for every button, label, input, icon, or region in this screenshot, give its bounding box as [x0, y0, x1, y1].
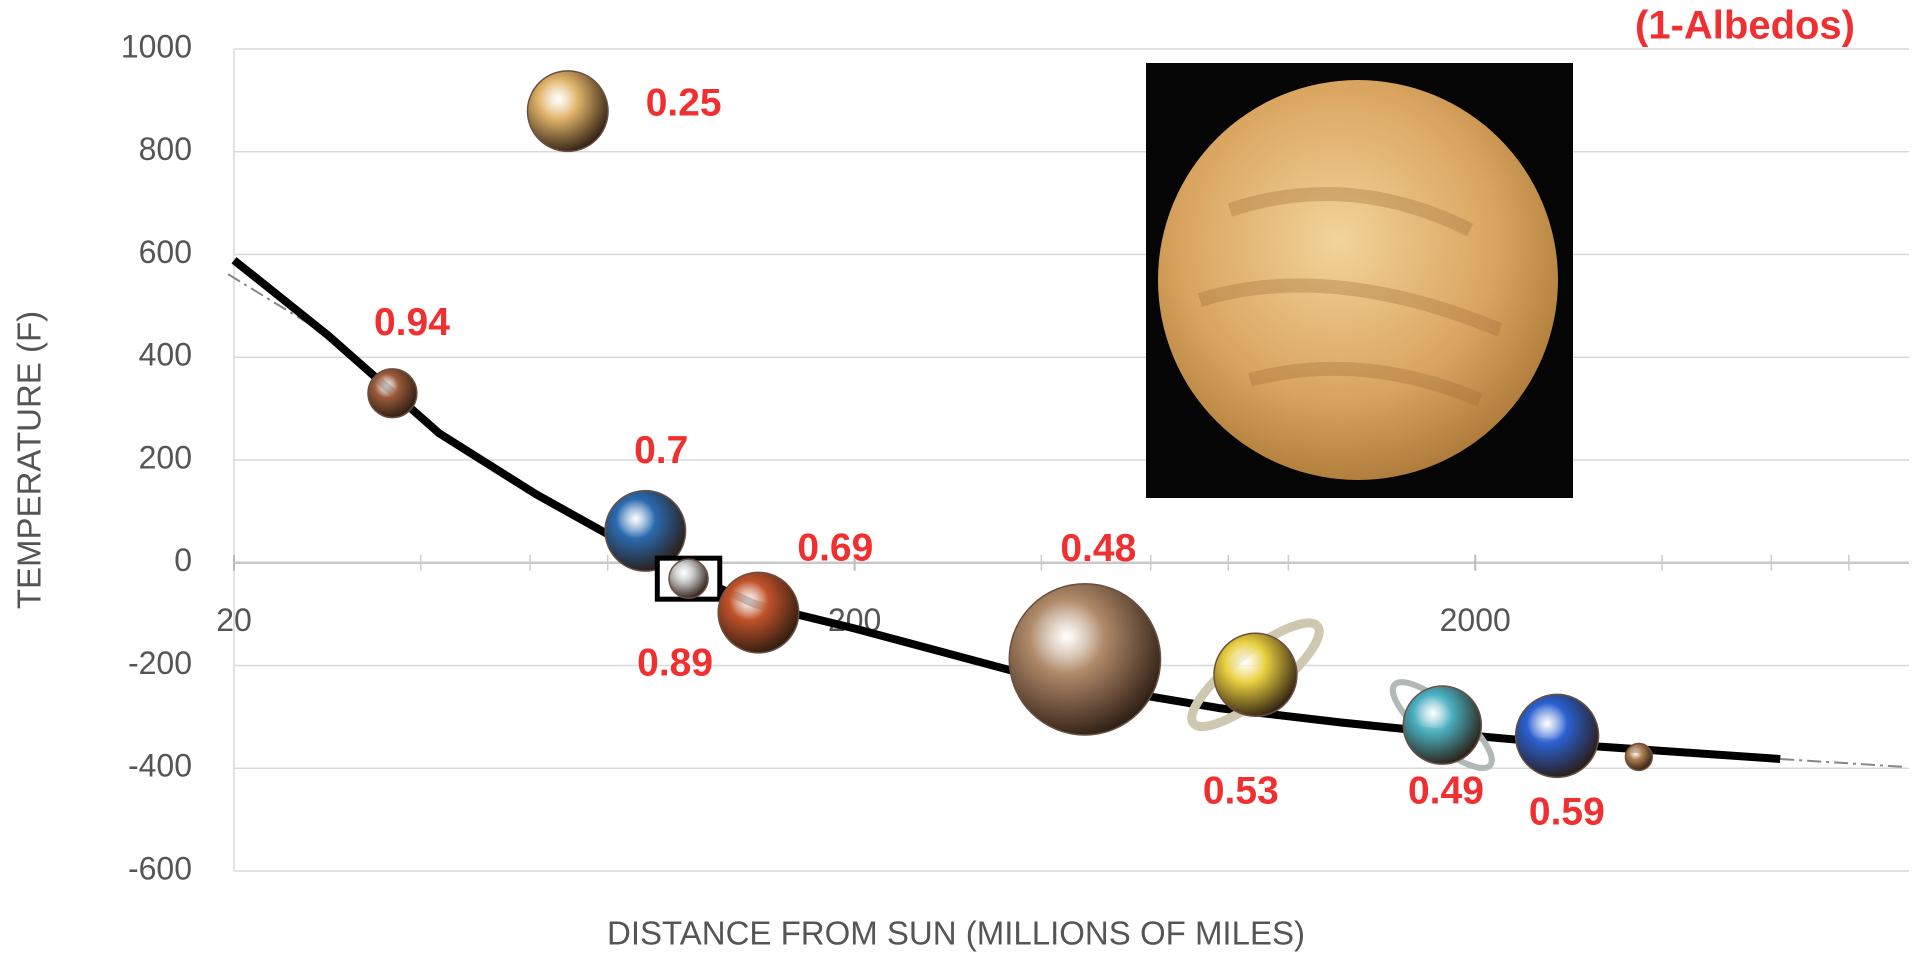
albedo-label: 0.89: [637, 642, 713, 685]
inset-image: [1146, 63, 1573, 498]
planet: [1213, 632, 1298, 717]
albedo-label: 0.49: [1408, 770, 1484, 813]
y-tick-label: 600: [139, 234, 192, 270]
y-tick-label: 800: [139, 131, 192, 167]
albedo-label: 0.25: [646, 81, 722, 124]
y-axis-title: TEMPERATURE (F): [11, 311, 48, 609]
albedo-label: 0.69: [797, 527, 873, 570]
albedo-label: 0.53: [1203, 769, 1279, 812]
planet: [1008, 582, 1162, 736]
planet: [717, 571, 800, 654]
planet: [668, 558, 709, 599]
planet: [1624, 742, 1653, 772]
planet: [604, 489, 687, 572]
y-tick-label: -200: [128, 645, 192, 681]
trend-extension: [1780, 758, 1902, 768]
y-tick-label: -400: [128, 748, 192, 784]
planet: [526, 70, 609, 153]
albedo-label: 0.7: [634, 429, 688, 472]
albedo-label: 0.48: [1060, 527, 1136, 570]
y-tick-label: 400: [139, 337, 192, 373]
x-tick-label: 2000: [1440, 602, 1511, 638]
planet: [367, 368, 418, 419]
y-tick-label: -600: [128, 850, 192, 886]
x-axis-title: DISTANCE FROM SUN (MILLIONS OF MILES): [607, 915, 1305, 952]
chart-title: (1-Albedos): [1635, 4, 1855, 48]
albedo-label: 0.59: [1529, 790, 1605, 833]
inset-venus: [1158, 80, 1558, 480]
x-tick-label: 20: [216, 602, 252, 638]
planet: [1402, 685, 1483, 765]
y-tick-label: 0: [174, 542, 192, 578]
trend-line-start: [227, 273, 330, 337]
y-tick-label: 1000: [121, 28, 192, 64]
planet: [1514, 693, 1600, 779]
inset-cloud-bands: [1197, 187, 1503, 407]
y-tick-label: 200: [139, 439, 192, 475]
albedo-label: 0.94: [374, 301, 450, 344]
